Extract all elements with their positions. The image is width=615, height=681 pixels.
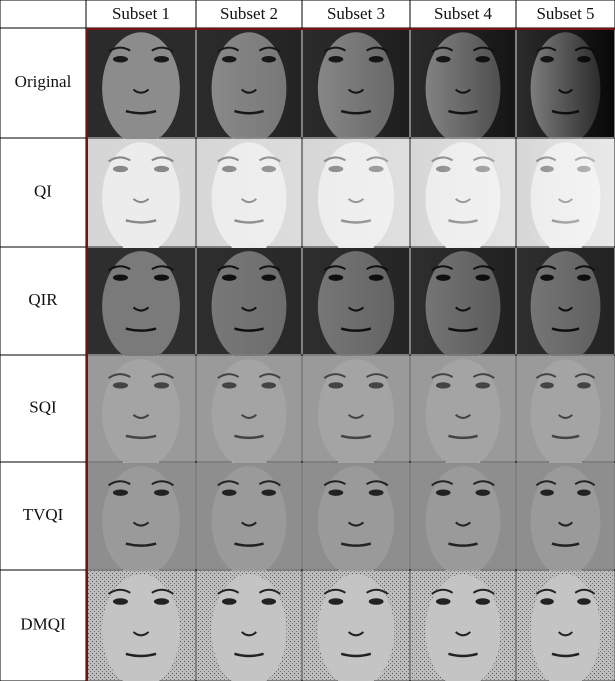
face-image bbox=[87, 139, 195, 253]
eye bbox=[328, 382, 343, 388]
eye bbox=[261, 382, 276, 388]
eye bbox=[369, 490, 384, 496]
shadow bbox=[517, 248, 614, 354]
face-image bbox=[197, 248, 301, 361]
eye bbox=[154, 382, 169, 388]
face-image bbox=[303, 248, 409, 361]
face-image bbox=[517, 139, 614, 253]
eye bbox=[113, 382, 128, 388]
highlight bbox=[197, 139, 301, 246]
face-image bbox=[303, 463, 409, 576]
face-image bbox=[517, 29, 614, 145]
eye bbox=[475, 490, 490, 496]
face-image bbox=[411, 248, 515, 361]
shadow bbox=[411, 29, 515, 137]
eye bbox=[261, 490, 276, 496]
eye bbox=[222, 490, 237, 496]
figure: Subset 1 Subset 2 Subset 3 Subset 4 Subset 5… bbox=[0, 0, 615, 681]
row-label: QI bbox=[34, 181, 52, 200]
face-image bbox=[411, 29, 515, 145]
row-label: QIR bbox=[28, 290, 58, 309]
shadow bbox=[303, 29, 409, 137]
face-image bbox=[517, 571, 614, 681]
column-header: Subset 3 bbox=[327, 4, 385, 23]
column-header: Subset 4 bbox=[434, 4, 493, 23]
eye bbox=[328, 598, 343, 605]
eye bbox=[436, 382, 451, 388]
eye bbox=[369, 382, 384, 388]
face-image bbox=[517, 248, 614, 361]
face-image bbox=[197, 571, 301, 681]
face-image bbox=[411, 356, 515, 468]
eye bbox=[540, 490, 554, 496]
face-image bbox=[303, 139, 409, 253]
shadow bbox=[303, 248, 409, 354]
column-header: Subset 5 bbox=[536, 4, 594, 23]
eye bbox=[261, 598, 276, 605]
eye bbox=[540, 382, 554, 388]
shadow bbox=[197, 248, 301, 354]
face-image bbox=[197, 139, 301, 253]
face-image bbox=[197, 463, 301, 576]
face-image bbox=[303, 571, 409, 681]
face-image bbox=[197, 29, 301, 145]
face-image bbox=[411, 463, 515, 576]
face-image bbox=[87, 463, 195, 576]
eye bbox=[577, 382, 591, 388]
column-header: Subset 1 bbox=[112, 4, 170, 23]
eye bbox=[436, 598, 451, 605]
row-label: DMQI bbox=[20, 614, 66, 633]
eye bbox=[475, 382, 490, 388]
highlight bbox=[303, 139, 409, 246]
eye bbox=[222, 382, 237, 388]
shadow bbox=[411, 248, 515, 354]
eye bbox=[577, 490, 591, 496]
eye bbox=[436, 490, 451, 496]
face-image bbox=[87, 29, 195, 145]
shadow bbox=[517, 29, 614, 137]
face-image bbox=[517, 356, 614, 468]
column-header: Subset 2 bbox=[220, 4, 278, 23]
eye bbox=[154, 598, 169, 605]
shadow bbox=[197, 29, 301, 137]
eye bbox=[369, 598, 384, 605]
highlight bbox=[517, 139, 614, 246]
face-image bbox=[303, 356, 409, 468]
face-image bbox=[197, 356, 301, 468]
face-image bbox=[517, 463, 614, 576]
eye bbox=[222, 598, 237, 605]
eye bbox=[328, 490, 343, 496]
eye bbox=[113, 490, 128, 496]
row-label: TVQI bbox=[23, 505, 64, 524]
eye bbox=[154, 490, 169, 496]
face-image bbox=[303, 29, 409, 145]
face-image bbox=[87, 571, 195, 681]
eye bbox=[577, 598, 591, 605]
face-image bbox=[87, 248, 195, 361]
eye bbox=[540, 598, 554, 605]
highlight bbox=[411, 139, 515, 246]
row-label: SQI bbox=[29, 397, 57, 416]
face-image bbox=[411, 571, 515, 681]
eye bbox=[113, 598, 128, 605]
face-image bbox=[87, 356, 195, 468]
face-image bbox=[411, 139, 515, 253]
row-label: Original bbox=[15, 72, 72, 91]
eye bbox=[475, 598, 490, 605]
